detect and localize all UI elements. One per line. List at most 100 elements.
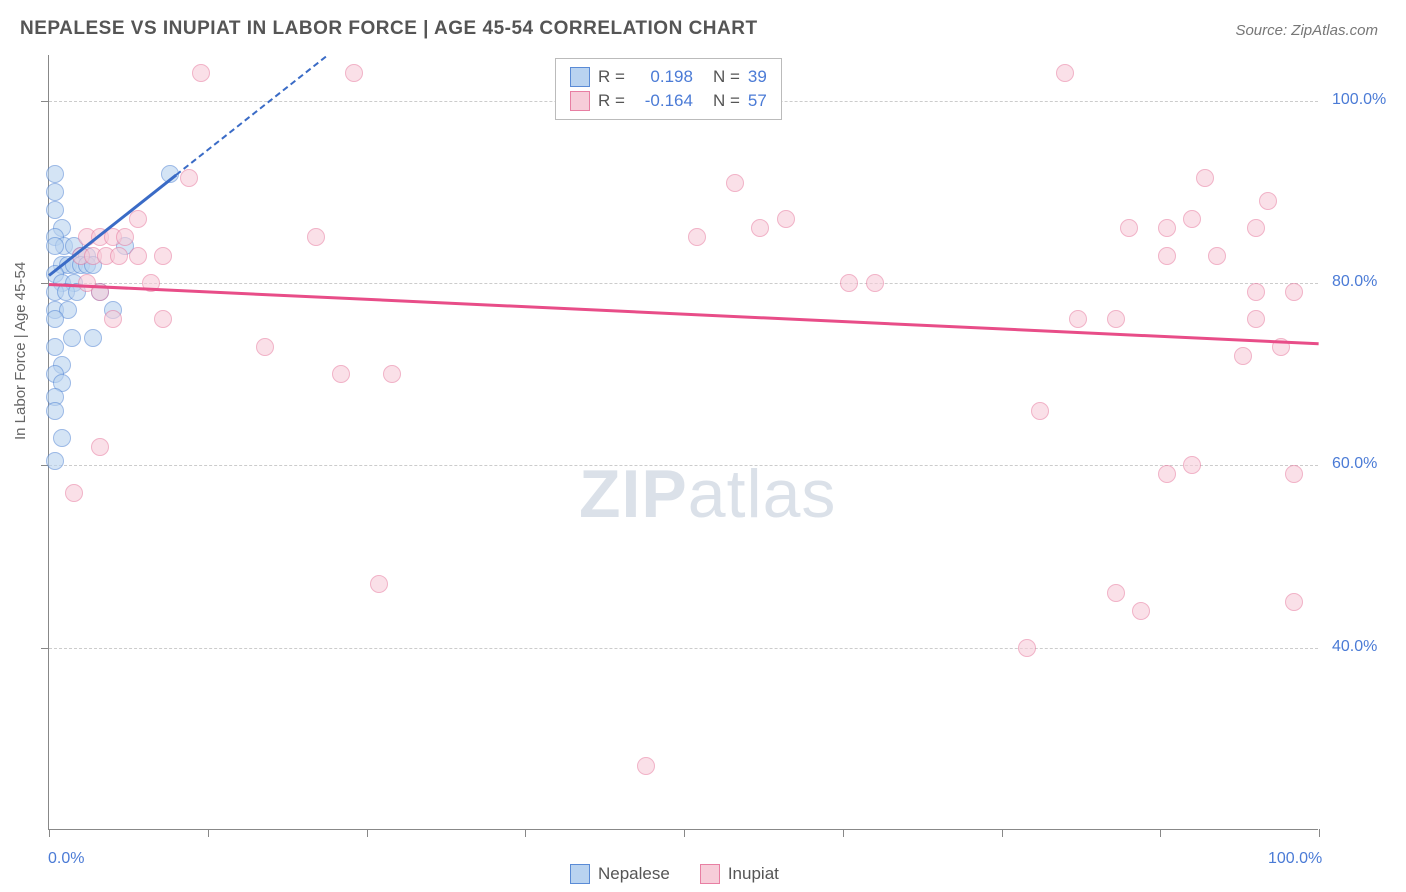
scatter-point	[1158, 219, 1176, 237]
scatter-point	[1247, 283, 1265, 301]
scatter-point	[46, 165, 64, 183]
scatter-point	[777, 210, 795, 228]
scatter-point	[1285, 283, 1303, 301]
scatter-point	[46, 237, 64, 255]
scatter-point	[46, 201, 64, 219]
y-tick-label: 60.0%	[1332, 455, 1377, 473]
scatter-point	[53, 429, 71, 447]
legend-row: R = 0.198 N = 39	[570, 65, 767, 89]
scatter-point	[307, 228, 325, 246]
scatter-point	[866, 274, 884, 292]
scatter-point	[154, 310, 172, 328]
scatter-point	[180, 169, 198, 187]
scatter-point	[84, 329, 102, 347]
x-tick	[525, 829, 526, 837]
scatter-point	[1247, 310, 1265, 328]
scatter-point	[1107, 584, 1125, 602]
y-tick-label: 40.0%	[1332, 638, 1377, 656]
r-label: R =	[598, 91, 625, 111]
n-label: N =	[713, 67, 740, 87]
scatter-point	[751, 219, 769, 237]
x-tick-label: 0.0%	[48, 850, 84, 868]
legend-item: Inupiat	[700, 864, 779, 884]
scatter-point	[1234, 347, 1252, 365]
r-value: -0.164	[633, 91, 693, 111]
scatter-point	[46, 338, 64, 356]
scatter-point	[1183, 456, 1201, 474]
y-axis-label: In Labor Force | Age 45-54	[12, 262, 29, 440]
legend-row: R = -0.164 N = 57	[570, 89, 767, 113]
legend-swatch	[700, 864, 720, 884]
x-tick	[1160, 829, 1161, 837]
r-label: R =	[598, 67, 625, 87]
x-tick	[843, 829, 844, 837]
scatter-point	[110, 247, 128, 265]
scatter-point	[1208, 247, 1226, 265]
scatter-point	[332, 365, 350, 383]
scatter-point	[1196, 169, 1214, 187]
scatter-point	[1158, 465, 1176, 483]
scatter-point	[1158, 247, 1176, 265]
scatter-point	[637, 757, 655, 775]
scatter-point	[46, 310, 64, 328]
scatter-point	[116, 228, 134, 246]
scatter-point	[1018, 639, 1036, 657]
watermark: ZIPatlas	[579, 455, 836, 533]
chart-title: NEPALESE VS INUPIAT IN LABOR FORCE | AGE…	[20, 18, 758, 40]
legend-label: Inupiat	[728, 864, 779, 884]
scatter-point	[1132, 602, 1150, 620]
trend-line	[49, 283, 1319, 345]
plot-area: ZIPatlas	[48, 55, 1318, 830]
scatter-point	[1247, 219, 1265, 237]
source-label: Source: ZipAtlas.com	[1235, 22, 1378, 39]
scatter-point	[46, 452, 64, 470]
legend-label: Nepalese	[598, 864, 670, 884]
legend-item: Nepalese	[570, 864, 670, 884]
y-tick-label: 80.0%	[1332, 273, 1377, 291]
scatter-point	[370, 575, 388, 593]
scatter-point	[345, 64, 363, 82]
scatter-point	[726, 174, 744, 192]
scatter-point	[1107, 310, 1125, 328]
scatter-point	[1285, 465, 1303, 483]
gridline	[49, 465, 1318, 466]
x-tick	[208, 829, 209, 837]
n-value: 57	[748, 91, 767, 111]
correlation-legend: R = 0.198 N = 39 R = -0.164 N = 57	[555, 58, 782, 120]
x-tick	[1002, 829, 1003, 837]
legend-swatch	[570, 864, 590, 884]
gridline	[49, 648, 1318, 649]
scatter-point	[46, 402, 64, 420]
scatter-point	[1285, 593, 1303, 611]
x-tick	[367, 829, 368, 837]
scatter-point	[1183, 210, 1201, 228]
x-tick	[49, 829, 50, 837]
scatter-point	[1120, 219, 1138, 237]
n-value: 39	[748, 67, 767, 87]
scatter-point	[129, 247, 147, 265]
scatter-point	[1069, 310, 1087, 328]
x-tick	[684, 829, 685, 837]
scatter-point	[688, 228, 706, 246]
scatter-point	[46, 183, 64, 201]
legend-swatch	[570, 91, 590, 111]
scatter-point	[154, 247, 172, 265]
legend-swatch	[570, 67, 590, 87]
n-label: N =	[713, 91, 740, 111]
series-legend: Nepalese Inupiat	[570, 864, 779, 884]
scatter-point	[256, 338, 274, 356]
x-tick-label: 100.0%	[1268, 850, 1322, 868]
scatter-point	[63, 329, 81, 347]
scatter-point	[129, 210, 147, 228]
gridline	[49, 283, 1318, 284]
r-value: 0.198	[633, 67, 693, 87]
scatter-point	[840, 274, 858, 292]
scatter-point	[1056, 64, 1074, 82]
scatter-point	[1031, 402, 1049, 420]
scatter-point	[91, 438, 109, 456]
y-tick-label: 100.0%	[1332, 91, 1386, 109]
scatter-point	[383, 365, 401, 383]
scatter-point	[65, 484, 83, 502]
x-tick	[1319, 829, 1320, 837]
scatter-point	[104, 310, 122, 328]
